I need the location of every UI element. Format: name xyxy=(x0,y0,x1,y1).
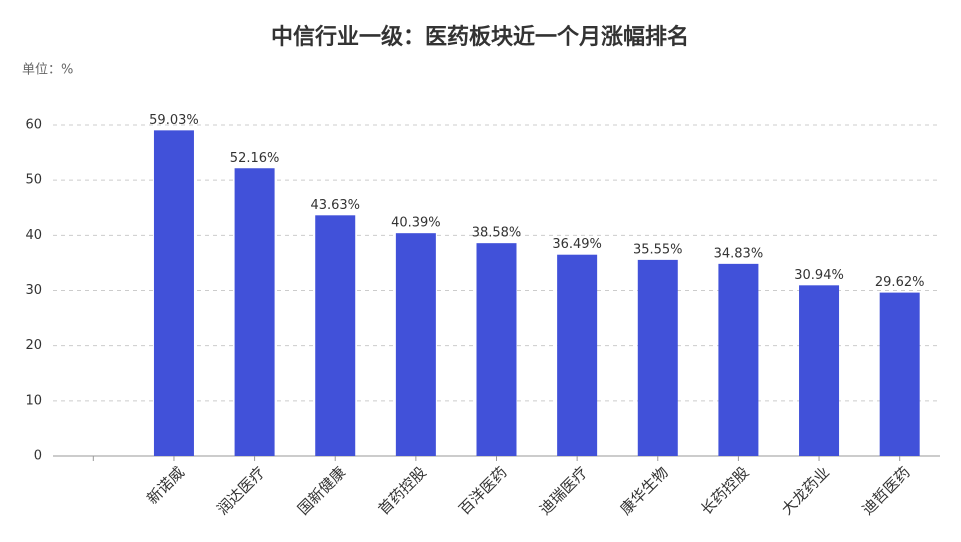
bar xyxy=(799,285,840,456)
value-label: 35.55% xyxy=(633,242,683,257)
x-tick-label: 新诺威 xyxy=(143,463,188,508)
y-tick-label: 10 xyxy=(25,393,42,408)
x-tick-label: 迪瑞医疗 xyxy=(536,463,591,518)
x-tick-label: 长药控股 xyxy=(697,463,752,518)
x-tick-label: 百洋医药 xyxy=(455,463,510,518)
value-label: 52.16% xyxy=(230,151,280,166)
bar xyxy=(879,292,920,456)
y-tick-label: 20 xyxy=(25,338,42,353)
y-tick-label: 40 xyxy=(25,228,42,243)
x-tick-label: 康华生物 xyxy=(617,463,672,518)
bar xyxy=(718,263,759,456)
value-label: 29.62% xyxy=(875,275,925,290)
unit-label: 单位：% xyxy=(22,63,73,78)
value-label: 36.49% xyxy=(552,237,602,252)
y-tick-label: 0 xyxy=(34,449,42,464)
bar xyxy=(234,168,275,456)
bar xyxy=(315,215,356,456)
value-label: 34.83% xyxy=(714,246,764,261)
value-label: 30.94% xyxy=(794,268,844,283)
y-tick-label: 30 xyxy=(25,283,42,298)
y-tick-label: 60 xyxy=(25,118,42,133)
bar xyxy=(153,130,194,456)
x-tick-label: 首药控股 xyxy=(375,463,430,518)
x-tick-label: 国新健康 xyxy=(294,463,349,518)
x-tick-label: 润达医疗 xyxy=(213,463,268,518)
bar xyxy=(557,254,598,456)
value-label: 59.03% xyxy=(149,113,199,128)
bar xyxy=(395,233,436,456)
x-tick-label: 迪哲医药 xyxy=(859,463,914,518)
bar xyxy=(476,243,517,456)
x-tick-label: 大龙药业 xyxy=(778,463,833,518)
y-tick-label: 50 xyxy=(25,173,42,188)
bar xyxy=(637,259,678,456)
value-label: 38.58% xyxy=(472,226,522,241)
chart-title: 中信行业一级：医药板块近一个月涨幅排名 xyxy=(271,24,689,50)
value-label: 40.39% xyxy=(391,216,441,231)
value-label: 43.63% xyxy=(310,198,360,213)
